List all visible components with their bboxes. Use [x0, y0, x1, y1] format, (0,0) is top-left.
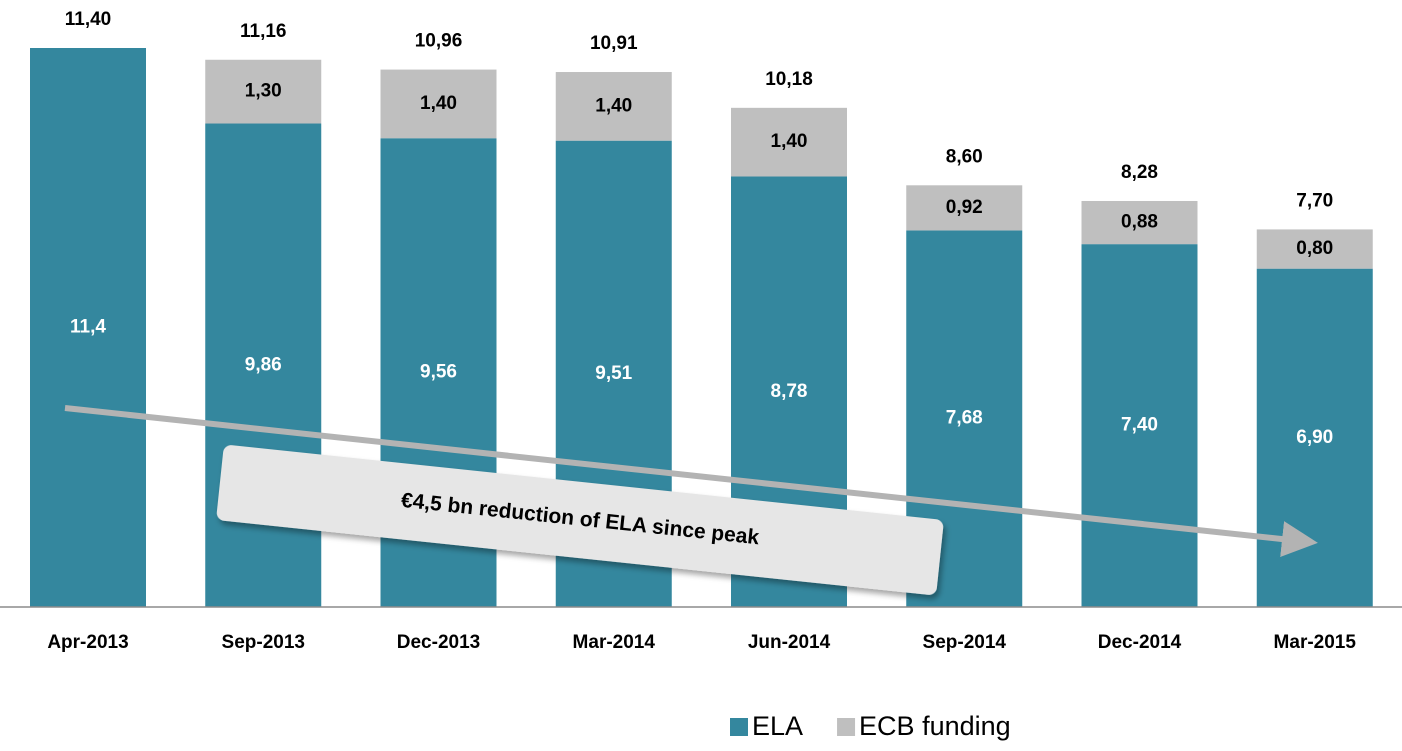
x-tick-label: Dec-2014 — [1098, 632, 1182, 653]
value-label: 1,30 — [245, 81, 282, 102]
bar-segment — [906, 185, 1023, 231]
x-tick-label: Jun-2014 — [748, 632, 831, 653]
bar-segment — [1081, 200, 1198, 245]
total-label: 8,28 — [1121, 162, 1158, 183]
x-tick-label: Mar-2014 — [573, 632, 656, 653]
bar-segment — [555, 72, 672, 141]
value-label: 0,92 — [946, 197, 983, 218]
bar-segment — [205, 59, 322, 124]
value-label: 7,68 — [946, 408, 983, 429]
legend-swatch — [730, 718, 748, 736]
value-label: 7,40 — [1121, 415, 1158, 436]
legend-label: ECB funding — [859, 711, 1011, 741]
value-label: 9,86 — [245, 354, 282, 375]
value-label: 0,80 — [1296, 238, 1333, 259]
x-tick-label: Apr-2013 — [47, 632, 128, 653]
value-label: 9,51 — [595, 363, 632, 384]
total-label: 10,91 — [590, 33, 638, 54]
total-label: 10,96 — [415, 31, 463, 52]
trend-arrow — [64, 405, 1318, 557]
bar-segment — [1081, 244, 1198, 607]
bar-segment — [1256, 229, 1373, 269]
value-label: 1,40 — [420, 93, 457, 114]
value-label: 8,78 — [771, 381, 808, 402]
bar-segment — [380, 69, 497, 139]
bar-segment — [731, 107, 847, 177]
x-tick-label: Sep-2013 — [222, 632, 305, 653]
value-label: 1,40 — [595, 95, 632, 116]
legend-label: ELA — [752, 711, 803, 741]
total-label: 11,16 — [240, 21, 287, 42]
total-label: 7,70 — [1296, 190, 1333, 211]
value-label: 1,40 — [771, 131, 808, 152]
bar-segment — [30, 48, 146, 607]
annotation-group: €4,5 bn reduction of ELA since peak — [64, 405, 1318, 595]
x-tick-label: Sep-2014 — [923, 632, 1007, 653]
x-tick-label: Mar-2015 — [1274, 632, 1357, 653]
callout-box — [216, 445, 944, 595]
total-label: 10,18 — [765, 69, 813, 90]
value-label: 9,56 — [420, 362, 457, 383]
total-label: 11,40 — [65, 9, 112, 30]
value-label: 6,90 — [1296, 427, 1333, 448]
legend-swatch — [837, 718, 856, 736]
legend: ELA ECB funding — [730, 711, 1011, 741]
value-label: 0,88 — [1121, 212, 1158, 233]
value-label: 11,4 — [70, 317, 106, 338]
total-label: 8,60 — [946, 146, 983, 167]
x-tick-label: Dec-2013 — [397, 632, 480, 653]
